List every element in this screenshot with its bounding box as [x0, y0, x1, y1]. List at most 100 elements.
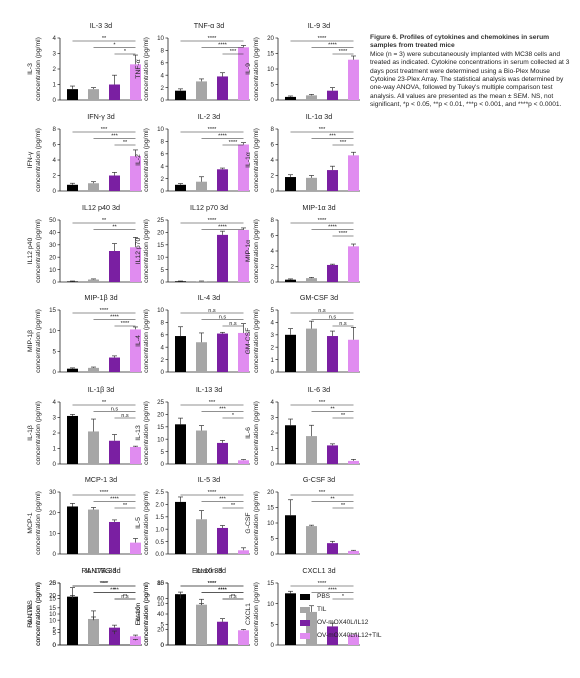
sig-label: **** [218, 43, 228, 49]
legend-label: OV-mOX40L/IL12+TIL [317, 632, 382, 639]
sig-label: **** [318, 36, 328, 42]
bar [327, 264, 338, 282]
sig-label: *** [340, 140, 347, 146]
chart-title: TNF-α 3d [194, 21, 225, 30]
sig-label: **** [218, 588, 228, 594]
bar [327, 445, 338, 464]
y-axis-title: TNF-α [135, 59, 142, 78]
chart-panel: IL-1β 3d 0 1 2 3 4 concentration (pg/ml)IL-1β *… [27, 385, 142, 468]
bar [175, 336, 186, 372]
bar [175, 184, 186, 191]
y-tick-label: 4 [271, 157, 275, 164]
y-axis-label: concentration (pg/ml) [35, 582, 42, 646]
y-tick-label: 25 [157, 217, 164, 224]
bar [109, 521, 120, 554]
bar [217, 621, 228, 645]
y-tick-label: 15 [267, 51, 274, 58]
y-axis-title: IFN-γ [27, 151, 34, 168]
sig-label: n.s [339, 321, 347, 327]
sig-label: n.s [121, 413, 129, 419]
bar [175, 90, 186, 100]
chart-title: Eotaxin 3d [192, 566, 226, 575]
sig-label: **** [328, 43, 338, 49]
y-tick-label: 10 [267, 601, 274, 608]
bar [88, 431, 99, 464]
y-axis-label: concentration (pg/ml) [143, 582, 150, 646]
chart-panel: Eotaxin 3d 0 20 40 60 80 concentration (pg/ml)… [135, 566, 250, 649]
sig-label: *** [319, 490, 326, 496]
chart-title: IL-2 3d [198, 112, 220, 121]
chart-title: MCP-1 3d [85, 475, 117, 484]
bar [348, 460, 359, 464]
y-axis-label: concentration (pg/ml) [35, 582, 42, 646]
y-axis-label: concentration (pg/ml) [253, 128, 260, 192]
y-tick-label: 40 [49, 230, 56, 237]
legend-label: PBS [317, 593, 331, 600]
y-tick-label: 20 [49, 254, 56, 261]
y-tick-label: 15 [49, 307, 56, 314]
y-tick-label: 4 [271, 320, 275, 327]
y-tick-label: 0 [161, 369, 165, 376]
y-tick-label: 0 [53, 188, 57, 195]
y-tick-label: 2 [271, 430, 275, 437]
chart-title: MIP-1β 3d [84, 293, 117, 302]
bar [109, 634, 120, 645]
bar [175, 501, 186, 554]
bar [238, 144, 249, 191]
chart-title: IL-1α 3d [306, 112, 333, 121]
y-tick-label: 5 [271, 82, 275, 89]
chart-panel: IL-5 3d 0.0 0.5 1.0 1.5 2.0 2.5 concentration (… [135, 475, 250, 558]
sig-label: **** [318, 218, 328, 224]
y-tick-label: 2 [271, 264, 275, 271]
y-axis-label: concentration (pg/ml) [143, 309, 150, 373]
y-tick-label: 8 [53, 126, 57, 133]
y-axis-label: concentration (pg/ml) [143, 401, 150, 465]
sig-label: **** [110, 315, 120, 321]
chart-title: IL-13 3d [196, 385, 222, 394]
y-tick-label: 2 [53, 173, 57, 180]
chart-title: IL-5 3d [198, 475, 220, 484]
bar [130, 156, 141, 191]
y-tick-label: 2 [271, 344, 275, 351]
y-tick-label: 3 [53, 51, 57, 58]
y-axis-title: IL-4 [135, 335, 142, 347]
bar [348, 339, 359, 372]
bar [217, 527, 228, 554]
y-axis-label: concentration (pg/ml) [35, 309, 42, 373]
y-axis-title: IL-6 [245, 427, 252, 439]
y-axis-label: concentration (pg/ml) [35, 37, 42, 101]
y-tick-label: 30 [49, 489, 56, 496]
sig-label: ** [231, 503, 236, 509]
chart-panel: CXCL1 3d 0 5 10 15 concentration (pg/ml)CXCL1… [245, 566, 360, 649]
bar [348, 155, 359, 191]
bar [348, 246, 359, 282]
y-tick-label: 8 [161, 48, 165, 55]
y-tick-label: 10 [157, 436, 164, 443]
bar [67, 415, 78, 464]
legend-item: TIL [300, 603, 382, 616]
y-tick-label: 4 [271, 248, 275, 255]
sig-label: *** [230, 49, 237, 55]
y-tick-label: 2.0 [155, 502, 164, 509]
y-axis-title: Eotaxin [135, 602, 142, 625]
y-tick-label: 0.0 [155, 551, 164, 558]
y-tick-label: 6 [161, 60, 165, 67]
chart-title: IL-17A 3d [86, 566, 117, 575]
bar [109, 357, 120, 372]
y-tick-label: 0 [53, 642, 57, 649]
y-tick-label: 1 [271, 357, 275, 364]
bar [88, 367, 99, 372]
bar [88, 183, 99, 191]
bar [285, 177, 296, 191]
bar [348, 634, 359, 645]
sig-label: *** [111, 134, 118, 140]
chart-panel: MCP-1 3d 0 10 20 30 concentration (pg/ml)MCP-… [27, 475, 142, 558]
bar [130, 247, 141, 282]
sig-label: ** [123, 594, 128, 600]
y-tick-label: 3 [53, 415, 57, 422]
y-tick-label: 20 [267, 35, 274, 42]
sig-label: ** [330, 407, 335, 413]
